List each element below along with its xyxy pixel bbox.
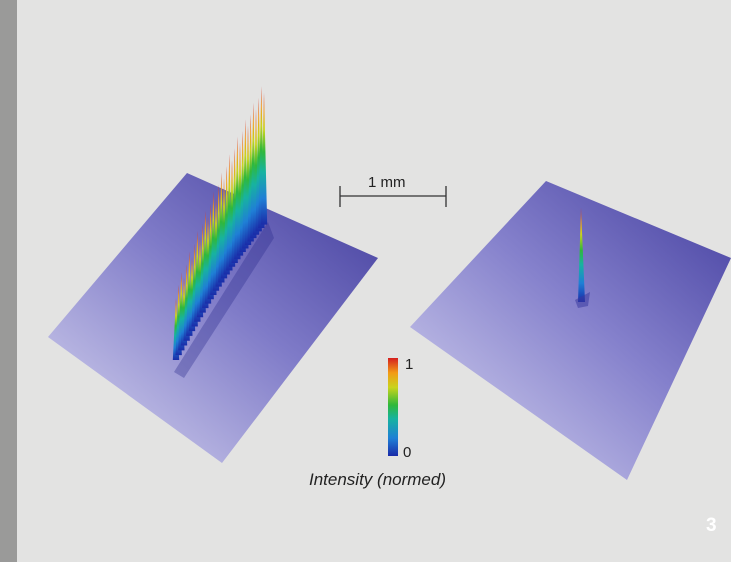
figure-number: 3 [706, 515, 717, 536]
scale-bar-label: 1 mm [368, 174, 406, 191]
colorbar [388, 358, 398, 456]
left-surface-plane [48, 173, 378, 463]
right-focused-peak [575, 208, 590, 308]
left-intensity-ridge [172, 86, 274, 378]
colorbar-title: Intensity (normed) [309, 470, 446, 489]
ridge-spike [260, 92, 268, 225]
colorbar-min-label: 0 [403, 444, 412, 461]
scale-bar [339, 186, 447, 207]
right-surface-plane [410, 181, 731, 480]
colorbar-max-label: 1 [405, 356, 414, 373]
side-margin-bar [0, 0, 17, 562]
ridge-shadow [174, 222, 274, 378]
